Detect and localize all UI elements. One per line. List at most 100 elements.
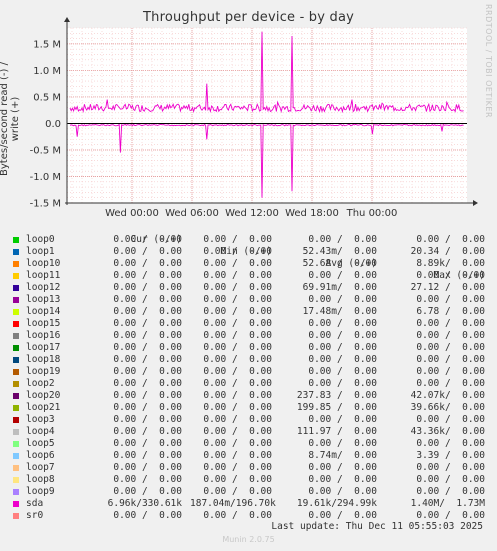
legend-cur-value: 0.00 / 0.00 [113, 330, 182, 341]
legend-min-value: 0.00 / 0.00 [203, 462, 272, 473]
legend-avg-value: 52.43m/ 0.00 [302, 246, 377, 257]
legend-cur-value: 0.00 / 0.00 [113, 450, 182, 461]
legend-avg-value: 199.85 / 0.00 [296, 402, 377, 413]
legend-min-value: 0.00 / 0.00 [203, 246, 272, 257]
last-update: Last update: Thu Dec 11 05:55:03 2025 [271, 521, 483, 532]
legend-row-loop16: loop16 0.00 / 0.00 0.00 / 0.00 0.00 / 0.00 0… [10, 330, 494, 342]
legend-min-value: 0.00 / 0.00 [203, 486, 272, 497]
legend-swatch [13, 297, 19, 303]
legend-min-value: 0.00 / 0.00 [203, 258, 272, 269]
legend-row-loop17: loop17 0.00 / 0.00 0.00 / 0.00 0.00 / 0.00 0… [10, 342, 494, 354]
legend-min-value: 0.00 / 0.00 [203, 270, 272, 281]
legend-swatch [13, 381, 19, 387]
legend-cur-value: 0.00 / 0.00 [113, 246, 182, 257]
legend-max-value: 0.00 / 0.00 [416, 414, 485, 425]
legend-swatch [13, 249, 19, 255]
legend-device-name: loop20 [26, 390, 61, 401]
legend-device-name: loop1 [26, 246, 55, 257]
legend-cur-value: 0.00 / 0.00 [113, 426, 182, 437]
legend-row-loop13: loop13 0.00 / 0.00 0.00 / 0.00 0.00 / 0.00 0… [10, 294, 494, 306]
legend-device-name: sr0 [26, 510, 44, 521]
legend-min-value: 0.00 / 0.00 [203, 378, 272, 389]
legend-cur-value: 0.00 / 0.00 [113, 486, 182, 497]
legend-table: Cur (-/+) Min (-/+) Avg (-/+) Max (-/+) … [10, 222, 494, 522]
legend-min-value: 0.00 / 0.00 [203, 354, 272, 365]
legend-avg-value: 0.00 / 0.00 [308, 366, 377, 377]
legend-swatch [13, 333, 19, 339]
legend-min-value: 187.04m/196.70k [190, 498, 276, 509]
legend-swatch [13, 441, 19, 447]
legend-swatch [13, 453, 19, 459]
legend-min-value: 0.00 / 0.00 [203, 390, 272, 401]
legend-min-value: 0.00 / 0.00 [203, 366, 272, 377]
legend-row-loop8: loop8 0.00 / 0.00 0.00 / 0.00 0.00 / 0.00 0.… [10, 474, 494, 486]
legend-row-loop9: loop9 0.00 / 0.00 0.00 / 0.00 0.00 / 0.00 0.… [10, 486, 494, 498]
legend-row-loop10: loop10 0.00 / 0.00 0.00 / 0.00 52.68 / 0.00… [10, 258, 494, 270]
legend-device-name: loop13 [26, 294, 61, 305]
legend-header-min: Min (-/+) [220, 246, 272, 257]
x-tick-label: Thu 00:00 [346, 208, 398, 219]
legend-row-loop7: loop7 0.00 / 0.00 0.00 / 0.00 0.00 / 0.00 0.… [10, 462, 494, 474]
legend-max-value: 20.34 / 0.00 [410, 246, 485, 257]
legend-row-loop6: loop6 0.00 / 0.00 0.00 / 0.00 8.74m/ 0.00 3.… [10, 450, 494, 462]
legend-device-name: loop18 [26, 354, 61, 365]
legend-max-value: 0.00 / 0.00 [416, 318, 485, 329]
legend-min-value: 0.00 / 0.00 [203, 402, 272, 413]
legend-avg-value: 52.68 / 0.00 [302, 258, 377, 269]
legend-device-name: loop3 [26, 414, 55, 425]
legend-min-value: 0.00 / 0.00 [203, 438, 272, 449]
legend-header-avg: Avg (-/+) [325, 258, 377, 269]
throughput-chart: 1.5 M 1.0 M 0.5 M 0.0 -0.5 M -1.0 M -1.5 M Wed … [30, 17, 478, 219]
legend-header-max: Max (-/+) [433, 270, 485, 281]
y-tick-label: 1.5 M [33, 39, 61, 50]
legend-row-loop12: loop12 0.00 / 0.00 0.00 / 0.00 69.91m/ 0.00… [10, 282, 494, 294]
legend-swatch [13, 429, 19, 435]
legend-device-name: loop12 [26, 282, 61, 293]
legend-min-value: 0.00 / 0.00 [203, 330, 272, 341]
legend-cur-value: 0.00 / 0.00 [113, 282, 182, 293]
legend-max-value: 0.00 / 0.00 [416, 354, 485, 365]
legend-cur-value: 0.00 / 0.00 [113, 234, 182, 245]
legend-cur-value: 0.00 / 0.00 [113, 510, 182, 521]
legend-swatch [13, 321, 19, 327]
legend-device-name: loop2 [26, 378, 55, 389]
legend-avg-value: 0.00 / 0.00 [308, 474, 377, 485]
legend-avg-value: 0.00 / 0.00 [308, 318, 377, 329]
legend-device-name: loop9 [26, 486, 55, 497]
legend-max-value: 3.39 / 0.00 [416, 450, 485, 461]
legend-max-value: 43.36k/ 0.00 [410, 426, 485, 437]
legend-swatch [13, 237, 19, 243]
sda-write-line [69, 31, 464, 114]
legend-cur-value: 0.00 / 0.00 [113, 258, 182, 269]
plot-area [67, 28, 467, 203]
legend-max-value: 0.00 / 0.00 [416, 366, 485, 377]
y-tick-label: 0.0 [45, 119, 61, 130]
legend-swatch [13, 465, 19, 471]
legend-min-value: 0.00 / 0.00 [203, 318, 272, 329]
y-tick-label: -1.5 M [30, 199, 61, 210]
legend-cur-value: 0.00 / 0.00 [113, 402, 182, 413]
legend-device-name: loop4 [26, 426, 55, 437]
legend-max-value: 8.89k/ 0.00 [416, 258, 485, 269]
rrdtool-credit: RRDTOOL / TOBI OETIKER [484, 4, 493, 119]
legend-min-value: 0.00 / 0.00 [203, 474, 272, 485]
legend-avg-value: 8.74m/ 0.00 [308, 450, 377, 461]
legend-min-value: 0.00 / 0.00 [203, 282, 272, 293]
legend-device-name: loop21 [26, 402, 61, 413]
legend-max-value: 0.00 / 0.00 [416, 342, 485, 353]
x-tick-label: Wed 00:00 [105, 208, 159, 219]
legend-max-value: 0.00 / 0.00 [416, 438, 485, 449]
legend-swatch [13, 513, 19, 519]
legend-row-sr0: sr0 0.00 / 0.00 0.00 / 0.00 0.00 / 0.00 0.00… [10, 510, 494, 522]
legend-min-value: 0.00 / 0.00 [203, 342, 272, 353]
legend-swatch [13, 309, 19, 315]
legend-swatch [13, 345, 19, 351]
legend-avg-value: 19.61k/294.99k [296, 498, 377, 509]
legend-max-value: 0.00 / 0.00 [416, 330, 485, 341]
legend-device-name: loop16 [26, 330, 61, 341]
legend-header-cur: Cur (-/+) [130, 234, 182, 245]
legend-row-loop18: loop18 0.00 / 0.00 0.00 / 0.00 0.00 / 0.00 0… [10, 354, 494, 366]
legend-min-value: 0.00 / 0.00 [203, 510, 272, 521]
legend-cur-value: 0.00 / 0.00 [113, 474, 182, 485]
legend-row-loop1: loop1 0.00 / 0.00 0.00 / 0.00 52.43m/ 0.00 2… [10, 246, 494, 258]
